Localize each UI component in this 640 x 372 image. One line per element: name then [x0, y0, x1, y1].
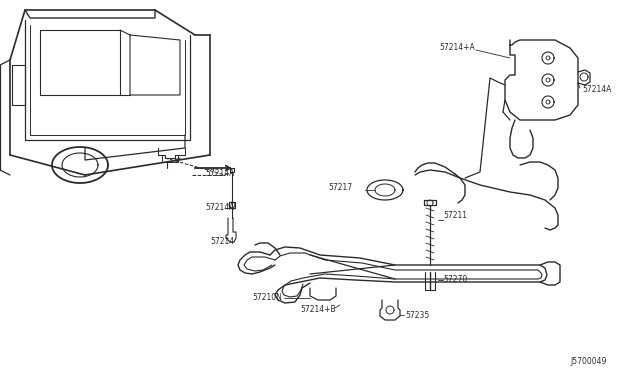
Text: 57214+B: 57214+B [300, 305, 335, 314]
Text: 57214A: 57214A [205, 203, 234, 212]
Text: 57214A: 57214A [582, 86, 611, 94]
Text: 57214: 57214 [210, 237, 234, 247]
Text: 57214A: 57214A [205, 169, 234, 177]
Text: 57214+A: 57214+A [439, 44, 475, 52]
Text: 57235: 57235 [405, 311, 429, 320]
Text: J5700049: J5700049 [570, 357, 606, 366]
Text: 57270: 57270 [443, 276, 467, 285]
Text: 57211: 57211 [443, 211, 467, 219]
Text: 57217: 57217 [328, 183, 352, 192]
Text: 57210N: 57210N [252, 294, 282, 302]
